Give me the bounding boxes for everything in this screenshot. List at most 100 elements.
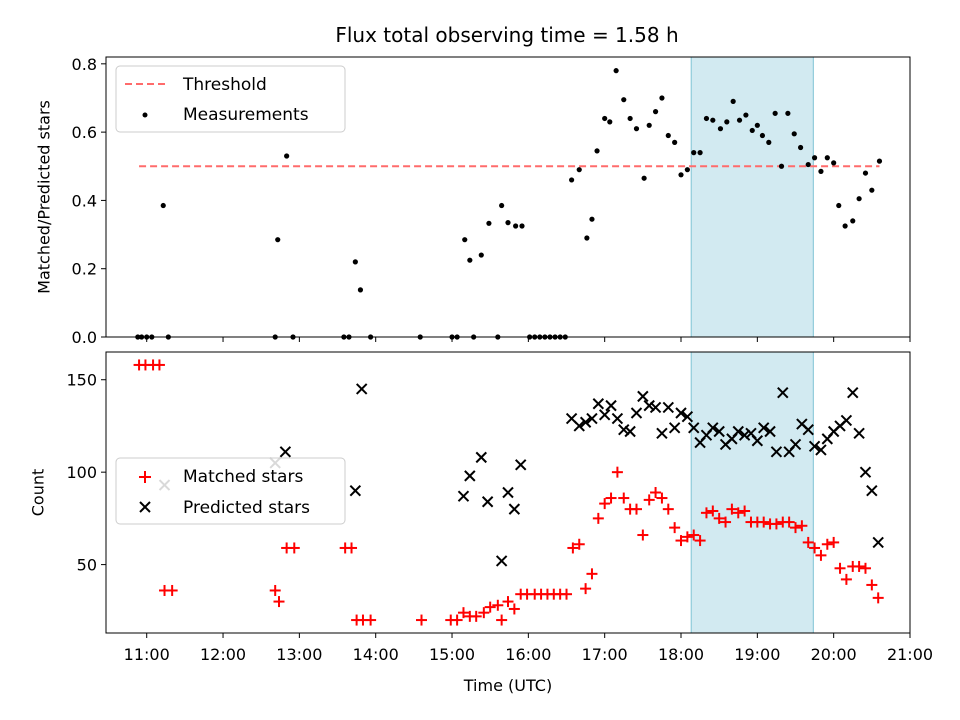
predicted-star-point (279, 446, 292, 458)
measurement-point (772, 110, 778, 116)
measurement-point (778, 163, 785, 169)
predicted-star-point (866, 484, 878, 497)
x-tick-label: 13:00 (276, 645, 322, 664)
measurement-point (505, 220, 511, 226)
measurement-point (569, 177, 575, 183)
predicted-star-point (738, 429, 751, 441)
measurement-point (627, 115, 633, 122)
x-tick-label: 14:00 (353, 645, 399, 664)
legend-predicted-label: Predicted stars (183, 498, 310, 518)
legend-measurements-label: Measurements (183, 105, 309, 125)
predicted-star-point (732, 425, 744, 438)
measurement-point (791, 131, 797, 137)
matched-star-point (346, 542, 358, 554)
measurement-point (462, 237, 468, 243)
matched-star-point (828, 536, 840, 548)
predicted-star-point (789, 438, 802, 451)
predicted-star-point (662, 401, 674, 414)
measurement-point (724, 119, 730, 125)
matched-star-point (700, 507, 712, 519)
x-tick-label: 18:00 (658, 645, 704, 664)
predicted-star-point (649, 401, 662, 414)
x-tick-label: 17:00 (582, 645, 628, 664)
predicted-star-point (481, 496, 494, 508)
bottom-y-ticks: 50 100 150 (66, 371, 106, 575)
matched-star-point (451, 614, 463, 626)
predicted-star-point (464, 470, 476, 482)
matched-star-point (681, 531, 693, 543)
top-x-ticks (146, 337, 911, 342)
predicted-star-point (688, 422, 700, 434)
measurement-point (754, 122, 760, 128)
highlight-span (690, 351, 814, 634)
x-tick-label: 16:00 (505, 645, 551, 664)
matched-star-point (561, 588, 573, 600)
matched-star-point (484, 601, 496, 613)
predicted-star-point (707, 422, 719, 434)
predicted-star-point (475, 451, 487, 464)
matched-star-point (739, 505, 751, 517)
top-legend: Threshold Measurements (115, 65, 346, 133)
matched-stars-points (133, 359, 884, 626)
measurement-point (607, 119, 613, 125)
predicted-star-point (586, 412, 598, 425)
matched-star-point (669, 522, 681, 534)
y-tick-label: 100 (66, 463, 97, 482)
matched-star-point (592, 512, 604, 524)
y-tick-label: 0.4 (72, 191, 97, 210)
measurement-point (275, 237, 281, 243)
measurement-point (797, 144, 804, 151)
measurement-point (665, 132, 671, 139)
matched-star-point (166, 584, 178, 596)
measurement-point (641, 175, 647, 181)
matched-star-point (809, 542, 821, 554)
matched-star-point (611, 466, 623, 478)
measurement-point (862, 170, 869, 176)
matched-star-point (470, 610, 482, 622)
measurement-point (633, 126, 640, 132)
measurement-point (805, 161, 811, 168)
measurement-point (811, 155, 818, 161)
measurement-point (818, 168, 824, 174)
top-legend-box (115, 65, 346, 133)
measurement-point (613, 68, 619, 74)
matched-star-point (694, 535, 706, 547)
predicted-star-point (853, 427, 865, 440)
legend-threshold-label: Threshold (182, 75, 267, 95)
measurement-point (352, 259, 358, 265)
measurement-point (824, 155, 830, 161)
matched-star-point (415, 614, 427, 626)
matched-star-point (650, 487, 662, 498)
predicted-star-point (598, 409, 611, 421)
matched-star-point (783, 516, 795, 528)
measurement-point (678, 172, 684, 178)
predicted-star-point (751, 435, 764, 447)
predicted-star-point (592, 398, 605, 410)
predicted-star-point (713, 425, 725, 438)
matched-star-point (573, 538, 585, 550)
bottom-plot-frame (105, 351, 911, 634)
matched-star-point (269, 584, 281, 596)
measurement-point (850, 218, 856, 224)
measurement-point (717, 126, 724, 132)
bottom-legend: Matched stars Predicted stars (115, 457, 346, 525)
matched-star-point (796, 520, 808, 532)
matched-star-point (662, 503, 674, 515)
measurement-point (589, 216, 595, 222)
measurement-point (736, 117, 743, 123)
bottom-x-ticks: 11:00 12:00 13:00 14:00 15:00 16:00 17:00 18:00… (124, 633, 933, 664)
matched-star-point (720, 516, 732, 528)
matched-star-point (288, 542, 300, 554)
predicted-star-point (675, 407, 687, 419)
x-tick-label: 15:00 (429, 645, 475, 664)
legend-predicted-swatch (139, 501, 151, 513)
predicted-star-point (656, 427, 668, 440)
matched-star-point (605, 492, 617, 504)
y-tick-label: 0.0 (72, 328, 97, 347)
predicted-star-point (840, 414, 853, 427)
legend-matched-label: Matched stars (183, 467, 303, 487)
measurement-point (160, 202, 166, 209)
matched-star-point (273, 596, 285, 608)
